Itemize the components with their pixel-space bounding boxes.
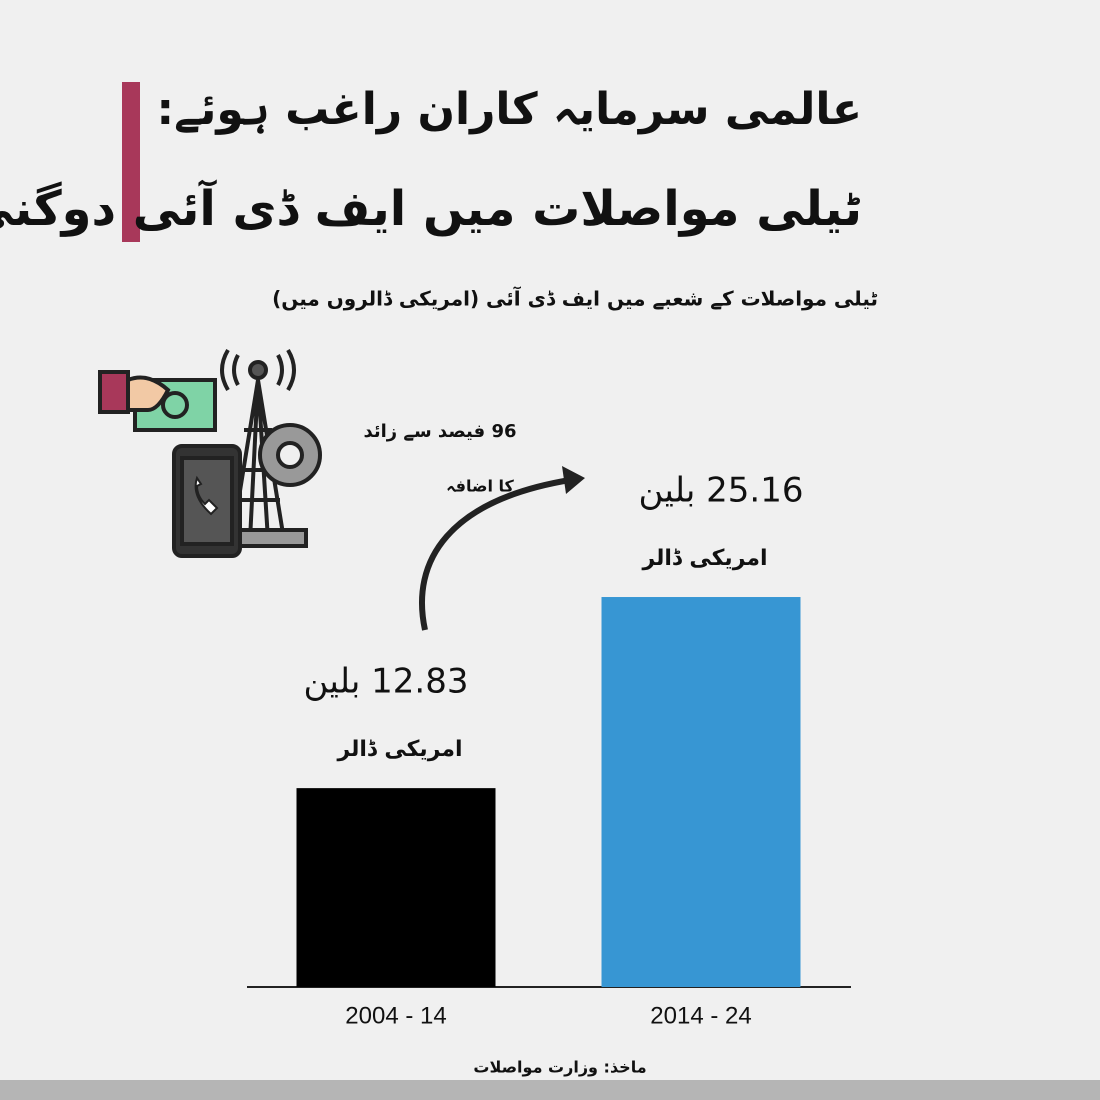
bar [601,597,801,987]
unit-label: امریکی ڈالر [336,737,462,762]
telecom-icon [98,348,322,558]
x-tick-label: 2004 - 14 [345,1002,446,1029]
chart-subtitle: ٹیلی مواصلات میں ایف ڈی آئی دوگنی ہوئی! [0,179,862,237]
value-label: 25.16 بلین [638,471,803,511]
arrow-head [562,466,585,494]
x-tick-label: 2014 - 24 [650,1002,751,1029]
bar [296,788,496,987]
value-label: 12.83 بلین [303,662,468,702]
annotation: کا اضافہ [446,477,514,496]
footer-strip [0,1080,1100,1100]
unit-label: امریکی ڈالر [641,546,767,571]
chart-caption: ٹیلی مواصلات کے شعبے میں ایف ڈی آئی (امر… [272,286,878,311]
accent-bar [122,82,140,242]
source: ماخذ: وزارت مواصلات [473,1058,646,1077]
chart-title: عالمی سرمایہ کاران راغب ہوئے: [157,84,862,135]
annotation: 96 فیصد سے زائد [363,421,516,442]
increase-arrow [419,477,571,631]
